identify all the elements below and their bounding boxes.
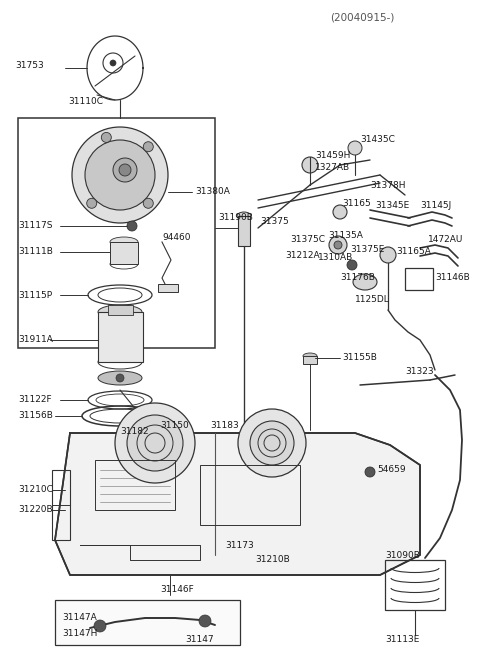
Ellipse shape <box>110 237 138 247</box>
Text: (20040915-): (20040915-) <box>330 13 395 23</box>
Text: 31378H: 31378H <box>370 181 406 191</box>
Circle shape <box>199 615 211 627</box>
Circle shape <box>333 205 347 219</box>
Bar <box>52 470 70 540</box>
Bar <box>110 242 138 264</box>
Ellipse shape <box>237 212 251 220</box>
Text: 31190B: 31190B <box>218 214 253 223</box>
Ellipse shape <box>98 305 142 319</box>
Text: 31117S: 31117S <box>18 221 52 231</box>
Circle shape <box>72 127 168 223</box>
Circle shape <box>348 141 362 155</box>
Circle shape <box>110 60 116 66</box>
Bar <box>385 560 445 610</box>
Circle shape <box>116 374 124 382</box>
Text: 31210B: 31210B <box>255 555 290 565</box>
Text: 1310AB: 1310AB <box>318 253 353 263</box>
Circle shape <box>144 141 153 152</box>
Text: 31150: 31150 <box>160 422 189 430</box>
Text: 31135A: 31135A <box>328 231 363 240</box>
Circle shape <box>101 132 111 142</box>
Text: 31145J: 31145J <box>420 200 451 210</box>
Circle shape <box>250 421 294 465</box>
Circle shape <box>365 467 375 477</box>
Text: 31165: 31165 <box>342 198 371 208</box>
Ellipse shape <box>303 353 317 359</box>
Text: 31090B: 31090B <box>385 552 420 561</box>
Circle shape <box>380 247 396 263</box>
Text: 31323: 31323 <box>405 367 433 377</box>
Circle shape <box>144 198 153 208</box>
Text: 1125DL: 1125DL <box>355 295 390 305</box>
Polygon shape <box>55 433 420 575</box>
Text: 31110C: 31110C <box>68 96 103 105</box>
Text: 94460: 94460 <box>162 233 191 242</box>
Circle shape <box>85 140 155 210</box>
Text: 31183: 31183 <box>210 422 239 430</box>
Text: 31220B: 31220B <box>18 506 53 514</box>
Text: 31113E: 31113E <box>385 635 420 645</box>
Circle shape <box>329 236 347 254</box>
Text: 31122F: 31122F <box>18 396 52 405</box>
Circle shape <box>127 221 137 231</box>
Text: 31111B: 31111B <box>18 248 53 257</box>
Text: 31156B: 31156B <box>18 411 53 421</box>
Text: 31155B: 31155B <box>342 354 377 362</box>
Text: 31146F: 31146F <box>160 586 194 595</box>
Circle shape <box>119 164 131 176</box>
Text: 31147: 31147 <box>185 635 214 645</box>
Text: 31911A: 31911A <box>18 335 53 345</box>
Bar <box>18 118 215 348</box>
Text: 31459H: 31459H <box>315 151 350 160</box>
Bar <box>158 284 178 292</box>
Circle shape <box>347 260 357 270</box>
Text: 31375E: 31375E <box>350 246 384 255</box>
Text: 31115P: 31115P <box>18 291 52 299</box>
Bar <box>98 312 143 362</box>
Ellipse shape <box>353 274 377 290</box>
Text: 31165A: 31165A <box>396 248 431 257</box>
Text: 31753: 31753 <box>15 62 44 71</box>
Text: 31435C: 31435C <box>360 136 395 145</box>
Circle shape <box>302 157 318 173</box>
Text: 31345E: 31345E <box>375 200 409 210</box>
Circle shape <box>87 198 96 208</box>
Text: 31147H: 31147H <box>62 629 97 637</box>
Bar <box>200 465 300 525</box>
Circle shape <box>115 403 195 483</box>
Circle shape <box>94 620 106 632</box>
Text: 1472AU: 1472AU <box>428 236 463 244</box>
Circle shape <box>334 241 342 249</box>
Bar <box>405 268 433 290</box>
Text: 31146B: 31146B <box>435 274 470 282</box>
Text: 1327AB: 1327AB <box>315 162 350 172</box>
Circle shape <box>238 409 306 477</box>
Bar <box>95 460 175 510</box>
Text: 31375: 31375 <box>260 217 289 227</box>
Ellipse shape <box>98 371 142 385</box>
Bar <box>55 600 240 645</box>
Text: 31147A: 31147A <box>62 612 97 622</box>
Text: 31173: 31173 <box>225 540 254 550</box>
Bar <box>108 305 133 315</box>
Text: 31176B: 31176B <box>340 274 375 282</box>
Text: 31375C: 31375C <box>290 236 325 244</box>
Bar <box>303 356 317 364</box>
Text: 31182: 31182 <box>120 428 149 436</box>
Bar <box>238 216 250 246</box>
Text: 31210C: 31210C <box>18 485 53 495</box>
Text: 31380A: 31380A <box>195 187 230 196</box>
Text: 31212A: 31212A <box>285 252 320 261</box>
Circle shape <box>113 158 137 182</box>
Circle shape <box>127 415 183 471</box>
Text: 54659: 54659 <box>377 466 406 474</box>
